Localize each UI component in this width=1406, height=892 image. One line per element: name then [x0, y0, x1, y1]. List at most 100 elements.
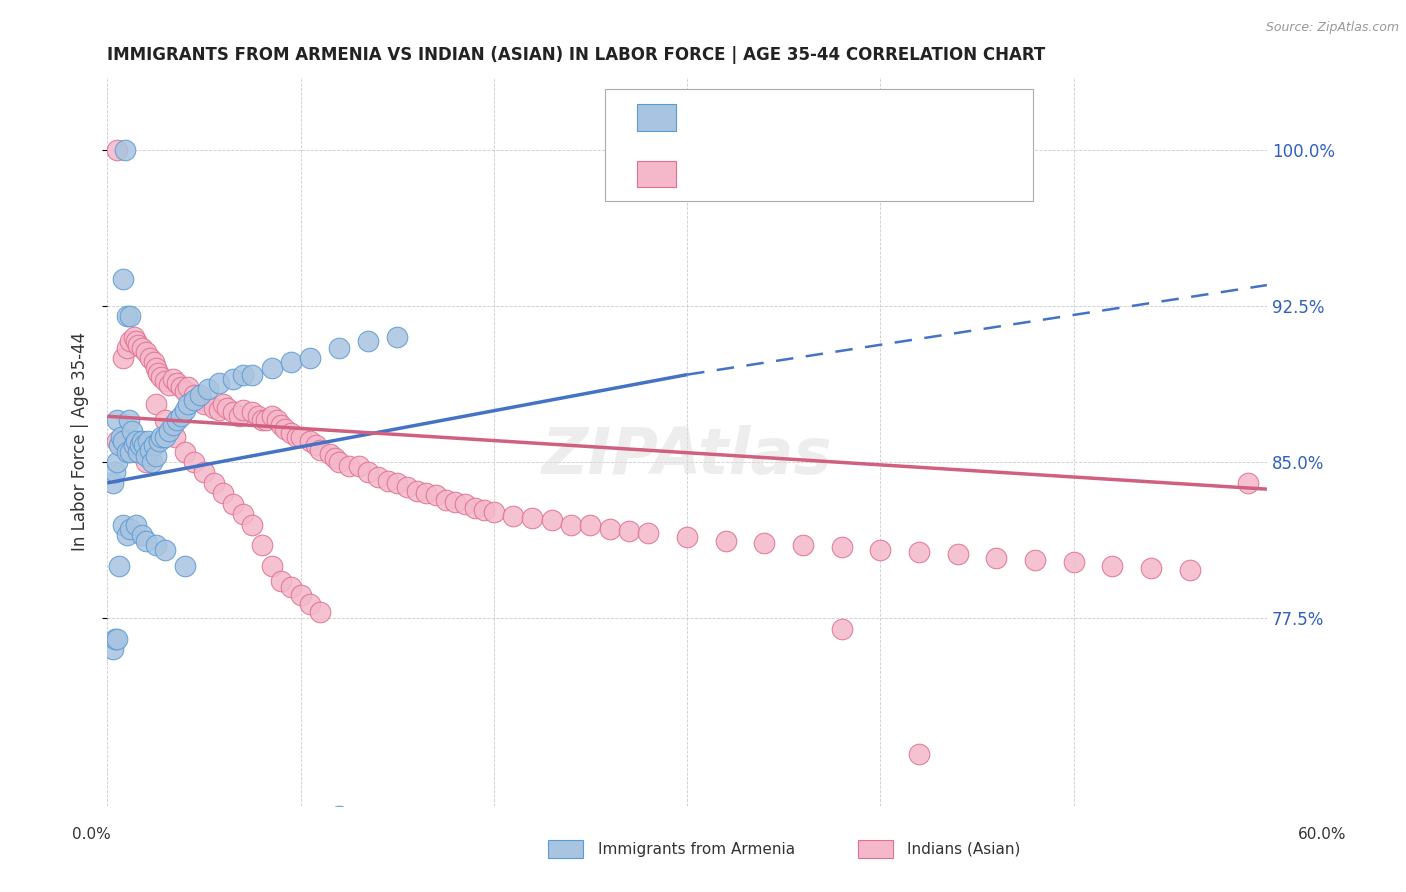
Point [108, 559, 131, 574]
Point [405, 484, 427, 499]
Text: 0.153: 0.153 [735, 109, 790, 127]
Point [299, 597, 322, 611]
Text: N =: N = [808, 109, 848, 127]
Point [115, 341, 138, 355]
Point [309, 605, 332, 619]
Point [202, 475, 225, 490]
Point [425, 488, 447, 502]
Text: N =: N = [808, 165, 848, 183]
Point [217, 401, 239, 415]
Point [120, 522, 142, 536]
Text: R =: R = [693, 109, 731, 127]
Point [502, 509, 524, 524]
Point [125, 444, 148, 458]
Y-axis label: In Labor Force | Age 35-44: In Labor Force | Age 35-44 [72, 332, 89, 551]
Text: Immigrants from Armenia: Immigrants from Armenia [598, 842, 794, 856]
Point [120, 334, 142, 349]
Point [124, 438, 146, 452]
Point [357, 466, 380, 480]
Point [150, 369, 173, 384]
Point [232, 507, 254, 521]
Point [163, 430, 186, 444]
Point [232, 403, 254, 417]
Text: 0.0%: 0.0% [72, 827, 111, 841]
Text: ZIPAtlas: ZIPAtlas [541, 425, 832, 487]
Point [125, 517, 148, 532]
Point [250, 538, 273, 552]
Point [162, 417, 184, 432]
Point [166, 376, 188, 390]
Point [170, 380, 193, 394]
Point [754, 536, 776, 550]
Point [240, 368, 263, 382]
Point [290, 588, 312, 602]
Point [131, 341, 153, 355]
Point [395, 480, 418, 494]
Point [120, 444, 142, 458]
Point [908, 544, 931, 558]
Point [1101, 559, 1123, 574]
Point [232, 368, 254, 382]
Point [117, 413, 139, 427]
Point [131, 434, 153, 449]
Point [387, 475, 409, 490]
Point [222, 497, 245, 511]
Point [104, 632, 127, 646]
Point [1140, 561, 1163, 575]
Point [328, 809, 350, 823]
Point [1178, 563, 1201, 577]
Point [280, 425, 302, 440]
Point [869, 542, 891, 557]
Point [108, 438, 131, 452]
Point [222, 372, 245, 386]
Point [240, 405, 263, 419]
Point [415, 486, 437, 500]
Point [290, 430, 312, 444]
Point [111, 351, 134, 365]
Point [202, 401, 225, 415]
Point [173, 559, 195, 574]
Point [166, 413, 188, 427]
Point [482, 505, 505, 519]
Point [463, 500, 485, 515]
Point [377, 474, 399, 488]
Point [120, 310, 142, 324]
Point [121, 424, 143, 438]
Point [188, 388, 211, 402]
Point [228, 409, 250, 424]
Point [560, 517, 582, 532]
Point [212, 397, 235, 411]
Point [115, 528, 138, 542]
Point [305, 438, 328, 452]
Point [472, 503, 495, 517]
Point [347, 459, 370, 474]
Point [270, 417, 292, 432]
Point [325, 450, 347, 465]
Point [247, 409, 270, 424]
Point [260, 559, 283, 574]
Text: 110: 110 [845, 165, 882, 183]
Point [579, 517, 602, 532]
Point [145, 397, 167, 411]
Point [831, 541, 853, 555]
Point [155, 374, 177, 388]
Point [274, 422, 297, 436]
Point [908, 747, 931, 761]
Point [105, 413, 128, 427]
Point [328, 455, 350, 469]
Point [150, 430, 173, 444]
Text: R =: R = [693, 165, 731, 183]
Point [110, 430, 132, 444]
Point [111, 272, 134, 286]
Point [135, 449, 157, 463]
Point [299, 434, 322, 449]
Point [193, 466, 215, 480]
Point [617, 524, 640, 538]
Point [367, 469, 389, 483]
Point [141, 455, 163, 469]
Point [208, 403, 231, 417]
Point [155, 430, 177, 444]
Point [177, 397, 200, 411]
Point [145, 449, 167, 463]
Point [157, 378, 180, 392]
